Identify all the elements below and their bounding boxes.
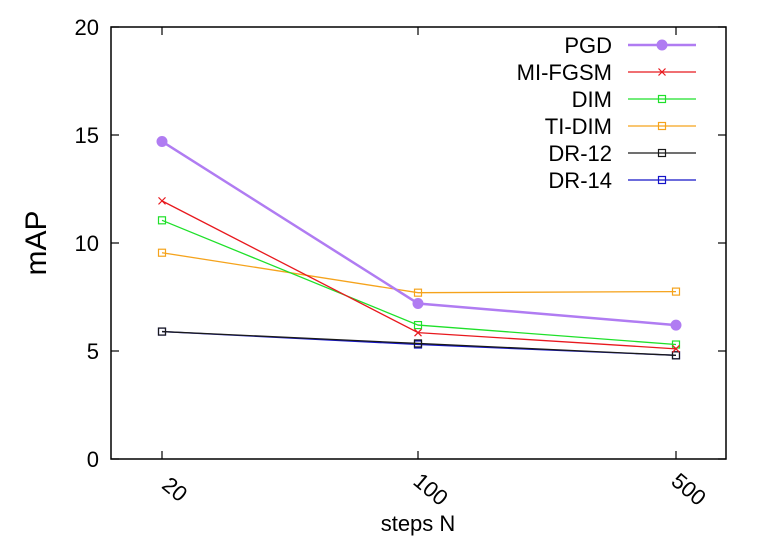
- data-point-pgd: [670, 319, 682, 331]
- x-tick-label: 500: [667, 468, 711, 511]
- series-line-mi-fgsm: [161, 200, 677, 350]
- series-line-ti-dim: [161, 252, 677, 294]
- data-point-pgd: [412, 297, 424, 309]
- data-point-mi-fgsm: [414, 328, 422, 337]
- legend-swatch-marker: [657, 148, 667, 158]
- legend-entry-ti-dim: TI-DIM: [545, 114, 696, 139]
- series-ti-dim: [157, 248, 681, 297]
- series-dr-12: [157, 327, 681, 360]
- legend-swatch-marker: [657, 175, 667, 185]
- series-line-dim: [161, 219, 677, 346]
- legend-swatch-marker: [657, 94, 667, 104]
- data-point-ti-dim: [157, 248, 167, 257]
- y-tick-label: 20: [75, 15, 99, 40]
- data-point-ti-dim: [413, 288, 423, 297]
- series-line-dr-12: [161, 330, 677, 356]
- legend-swatch-marker: [658, 68, 666, 76]
- y-axis-title: mAP: [20, 210, 53, 275]
- series-dim: [157, 216, 681, 349]
- data-point-ti-dim: [671, 287, 681, 296]
- legend-label: DR-14: [548, 168, 612, 193]
- y-tick-label: 5: [87, 339, 99, 364]
- x-tick-label: 20: [157, 472, 192, 507]
- series-group: [156, 135, 682, 360]
- y-tick-label: 10: [75, 231, 99, 256]
- legend-entry-mi-fgsm: MI-FGSM: [517, 60, 696, 85]
- legend-label: MI-FGSM: [517, 60, 612, 85]
- x-axis-title: steps N: [381, 511, 456, 536]
- legend-entry-dr-14: DR-14: [548, 168, 696, 193]
- series-mi-fgsm: [158, 196, 680, 353]
- data-point-mi-fgsm: [158, 196, 166, 205]
- data-point-dr-12: [671, 351, 681, 360]
- data-point-dim: [413, 320, 423, 330]
- plot-frame: [110, 26, 727, 460]
- axes: 0 5 10 15 20 20 100 500: [75, 15, 726, 511]
- data-point-mi-fgsm: [672, 344, 680, 353]
- legend-label: DIM: [572, 87, 612, 112]
- y-tick-label: 0: [87, 447, 99, 472]
- data-point-dr-12: [413, 339, 423, 348]
- x-tick-label: 100: [409, 468, 453, 511]
- legend-label: PGD: [564, 33, 612, 58]
- legend-label: TI-DIM: [545, 114, 612, 139]
- legend-entry-dim: DIM: [572, 87, 696, 112]
- legend-label: DR-12: [548, 141, 612, 166]
- data-point-pgd: [156, 135, 168, 147]
- series-pgd: [156, 135, 682, 331]
- legend-swatch-marker: [656, 39, 668, 51]
- legend-entry-dr-12: DR-12: [548, 141, 696, 166]
- data-point-dim: [157, 216, 167, 225]
- data-point-dr-12: [157, 327, 167, 336]
- legend-entry-pgd: PGD: [564, 33, 696, 58]
- y-tick-label: 15: [75, 123, 99, 148]
- legend-swatch-marker: [657, 121, 667, 131]
